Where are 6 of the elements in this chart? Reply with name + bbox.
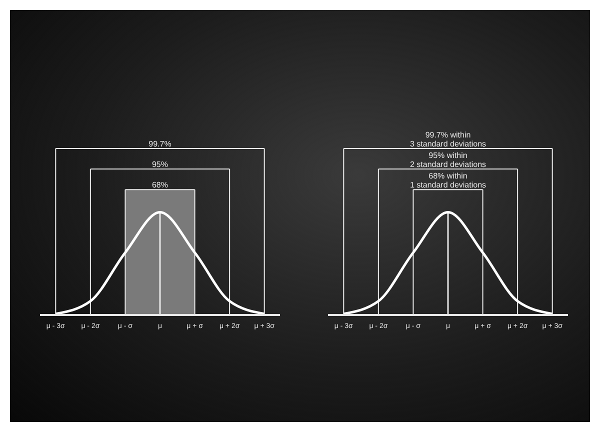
text: 68%: [152, 180, 168, 190]
text: 68% within 1 standard deviations: [410, 172, 486, 190]
text: 95%: [152, 160, 168, 170]
text: 95% within 2 standard deviations: [410, 151, 486, 170]
text: 99.7%: [148, 140, 172, 148]
text: 99.7% within 3 standard deviations: [410, 130, 486, 148]
